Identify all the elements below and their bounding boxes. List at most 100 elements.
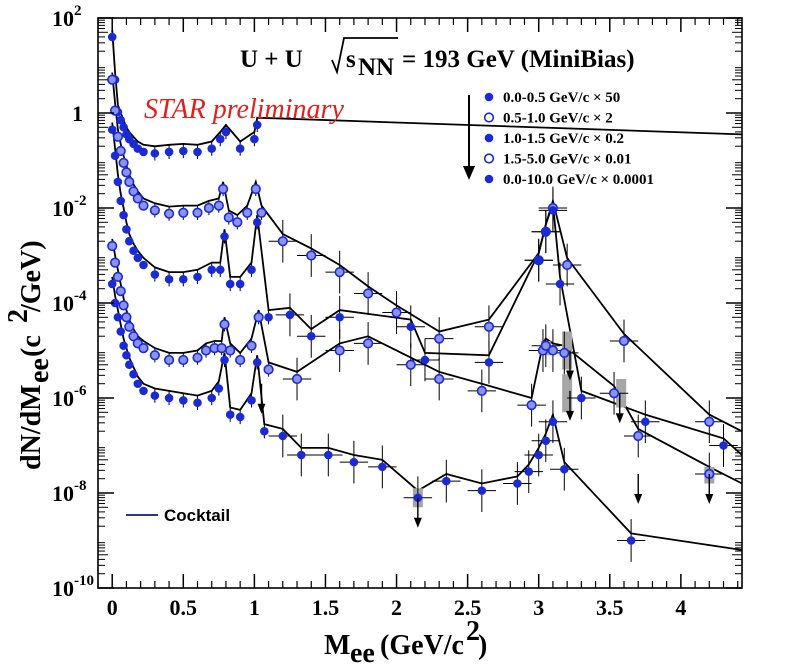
x-title-main: M (324, 630, 350, 661)
data-point-open-s3 (151, 351, 160, 360)
data-point-open-s3 (406, 360, 415, 369)
data-point-filled-s4 (560, 465, 569, 474)
legend-label-0: 0.0-0.5 GeV/c × 50 (503, 90, 620, 106)
data-point-open-s3 (254, 313, 263, 322)
data-point-filled-s0 (250, 135, 259, 144)
data-point-filled-s2 (264, 313, 273, 322)
data-point-open-s3 (634, 432, 643, 441)
data-point-filled-s2 (129, 246, 138, 255)
data-point-open-s3 (527, 401, 536, 410)
legend-label-3: 1.5-5.0 GeV/c × 0.01 (503, 152, 632, 168)
y-title-close: /GeV) (16, 240, 47, 313)
data-point-open-s3 (108, 242, 117, 251)
data-point-filled-s0 (139, 148, 148, 157)
y-tick-exponent: -6 (74, 383, 87, 399)
x-title-close: ) (478, 630, 487, 661)
data-point-open-s3 (116, 287, 125, 296)
data-point-open-s3 (202, 346, 211, 355)
data-point-open-s3 (217, 344, 226, 353)
data-point-open-s3 (193, 353, 202, 362)
data-point-filled-s4 (179, 396, 188, 405)
data-point-open-s1 (165, 209, 174, 218)
data-point-open-s3 (478, 387, 487, 396)
data-point-filled-s2 (335, 313, 344, 322)
data-point-filled-s2 (542, 227, 551, 236)
data-point-filled-s2 (139, 261, 148, 270)
data-point-open-s1 (125, 178, 134, 187)
data-point-filled-s4 (139, 387, 148, 396)
data-point-open-s1 (233, 218, 242, 227)
data-point-open-s3 (220, 320, 229, 329)
data-point-filled-s2 (641, 417, 650, 426)
data-point-filled-s0 (108, 33, 117, 42)
data-point-open-s1 (485, 322, 494, 331)
x-tick-label: 1 (249, 595, 260, 620)
data-point-filled-s4 (114, 313, 123, 322)
data-point-open-s3 (293, 375, 302, 384)
energy-sub: NN (358, 54, 394, 81)
data-point-filled-s4 (247, 396, 256, 405)
y-tick-label: 10-10 (52, 573, 94, 601)
data-point-filled-s2 (406, 322, 415, 331)
legend-label-4: 0.0-10.0 GeV/c × 0.0001 (503, 172, 654, 188)
cocktail-legend: Cocktail (126, 506, 230, 525)
data-point-open-s1 (119, 159, 128, 168)
y-title-main: dN/dM (16, 384, 47, 470)
x-tick-label: 3.5 (596, 595, 624, 620)
chart-title: U + U (240, 46, 303, 73)
data-point-open-s3 (610, 389, 619, 398)
data-point-open-s1 (307, 251, 316, 260)
legend-label-2: 1.0-1.5 GeV/c × 0.2 (503, 131, 624, 147)
data-point-open-s1 (335, 268, 344, 277)
data-point-filled-s4 (513, 479, 522, 488)
y-tick-label: 10-8 (52, 478, 87, 506)
legend-marker-4 (485, 175, 494, 184)
data-point-filled-s4 (378, 463, 387, 472)
data-point-filled-s4 (134, 379, 143, 388)
energy-label: s NN = 193 GeV (MiniBias) (332, 38, 635, 81)
legend-marker-0 (485, 93, 494, 102)
data-point-filled-s4 (279, 432, 288, 441)
data-point-open-s1 (224, 213, 233, 222)
legend-arrow-head (463, 166, 475, 180)
data-point-filled-s2 (116, 197, 125, 206)
data-point-filled-s4 (524, 467, 533, 476)
data-point-filled-s4 (542, 436, 551, 445)
data-point-filled-s0 (216, 135, 225, 144)
upper-limit-head (566, 411, 574, 421)
legend: 0.0-0.5 GeV/c × 500.5-1.0 GeV/c × 21.0-1… (463, 90, 654, 188)
data-point-filled-s4 (260, 427, 269, 436)
data-point-filled-s4 (116, 327, 125, 336)
data-point-filled-s2 (108, 125, 117, 134)
star-preliminary-label: STAR preliminary (144, 94, 344, 125)
legend-marker-3 (485, 154, 494, 163)
legend-marker-2 (485, 134, 494, 143)
x-axis-title: M ee (GeV/c 2 ) (324, 616, 487, 669)
data-point-open-s3 (139, 344, 148, 353)
data-point-filled-s4 (165, 394, 174, 403)
data-point-filled-s4 (534, 451, 543, 460)
y-tick-label: 102 (52, 3, 82, 31)
data-point-filled-s2 (307, 332, 316, 341)
data-point-open-s3 (435, 375, 444, 384)
data-point-filled-s4 (324, 451, 333, 460)
data-point-open-s3 (226, 346, 235, 355)
data-point-open-s1 (114, 132, 123, 141)
data-point-filled-s2 (179, 275, 188, 284)
data-point-filled-s4 (253, 358, 262, 367)
data-point-filled-s4 (151, 391, 160, 400)
y-title-unit: (c (16, 335, 47, 357)
cocktail-curve-1 (112, 73, 742, 432)
data-point-open-s1 (279, 237, 288, 246)
data-point-filled-s2 (247, 265, 256, 274)
data-point-open-s1 (205, 204, 214, 213)
data-point-open-s3 (122, 313, 131, 322)
data-point-open-s3 (335, 346, 344, 355)
data-point-filled-s0 (179, 147, 188, 156)
data-point-filled-s2 (286, 311, 295, 320)
data-point-filled-s2 (119, 211, 128, 220)
data-point-open-s3 (165, 356, 174, 365)
data-point-open-s1 (139, 201, 148, 210)
data-point-filled-s4 (193, 398, 202, 407)
data-point-filled-s4 (236, 413, 245, 422)
